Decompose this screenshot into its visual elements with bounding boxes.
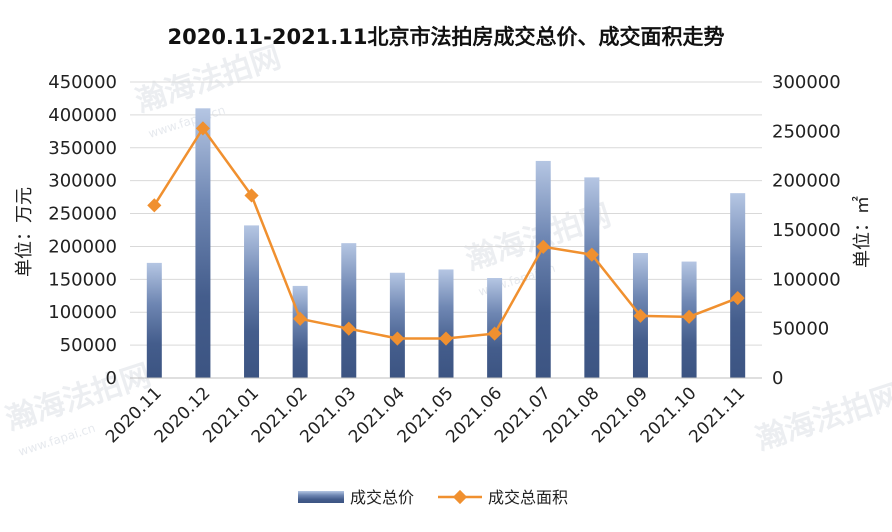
left-tick-label: 0 (106, 368, 117, 389)
right-tick-label: 200000 (772, 171, 841, 192)
line-point (341, 321, 356, 336)
left-tick-label: 400000 (48, 105, 117, 126)
bar (244, 225, 260, 378)
bar (438, 269, 454, 378)
line-point (682, 309, 697, 324)
left-tick-label: 300000 (48, 171, 117, 192)
bar (584, 177, 600, 378)
left-axis-label: 单位：万元 (14, 187, 35, 277)
line-point (390, 331, 405, 346)
legend-label-line: 成交总面积 (488, 488, 568, 507)
left-tick-label: 450000 (48, 72, 117, 93)
right-axis-ticks: 0 50000 100000 150000 200000 250000 300000 (772, 72, 841, 389)
legend-swatch-bar (298, 491, 344, 503)
left-tick-label: 250000 (48, 204, 117, 225)
bar (146, 262, 162, 378)
left-tick-label: 50000 (60, 335, 117, 356)
line-point (633, 308, 648, 323)
bar (389, 272, 405, 378)
line-point (536, 239, 551, 254)
left-tick-label: 150000 (48, 269, 117, 290)
legend-swatch-marker (452, 489, 468, 505)
left-tick-label: 100000 (48, 302, 117, 323)
right-tick-label: 300000 (772, 72, 841, 93)
left-axis-ticks: 0 50000 100000 150000 200000 250000 300000 3500… (48, 72, 117, 389)
line-point (147, 198, 162, 213)
line-point (293, 311, 308, 326)
line-series (147, 121, 745, 346)
line-point (487, 326, 502, 341)
line-point (438, 331, 454, 346)
legend: 成交总价 成交总面积 (298, 488, 568, 507)
bar (535, 160, 551, 378)
watermark-text: 瀚海法拍网 (752, 378, 892, 458)
left-tick-label: 200000 (48, 236, 117, 257)
right-tick-label: 100000 (772, 269, 841, 290)
line-point (730, 291, 745, 306)
right-tick-label: 0 (772, 368, 783, 389)
bar (195, 108, 211, 379)
right-tick-label: 50000 (772, 319, 829, 340)
bar (341, 243, 357, 378)
chart-title: 2020.11-2021.11北京市法拍房成交总价、成交面积走势 (167, 25, 724, 49)
legend-label-bar: 成交总价 (350, 488, 414, 507)
left-tick-label: 350000 (48, 138, 117, 159)
right-tick-label: 150000 (772, 220, 841, 241)
bar (292, 285, 308, 378)
right-axis-label: 单位：㎡ (851, 196, 873, 268)
line-point (584, 247, 599, 262)
right-tick-label: 250000 (772, 121, 841, 142)
bar (730, 193, 746, 378)
x-axis-ticks: 2020.112020.122021.012021.022021.032021.… (102, 383, 749, 447)
